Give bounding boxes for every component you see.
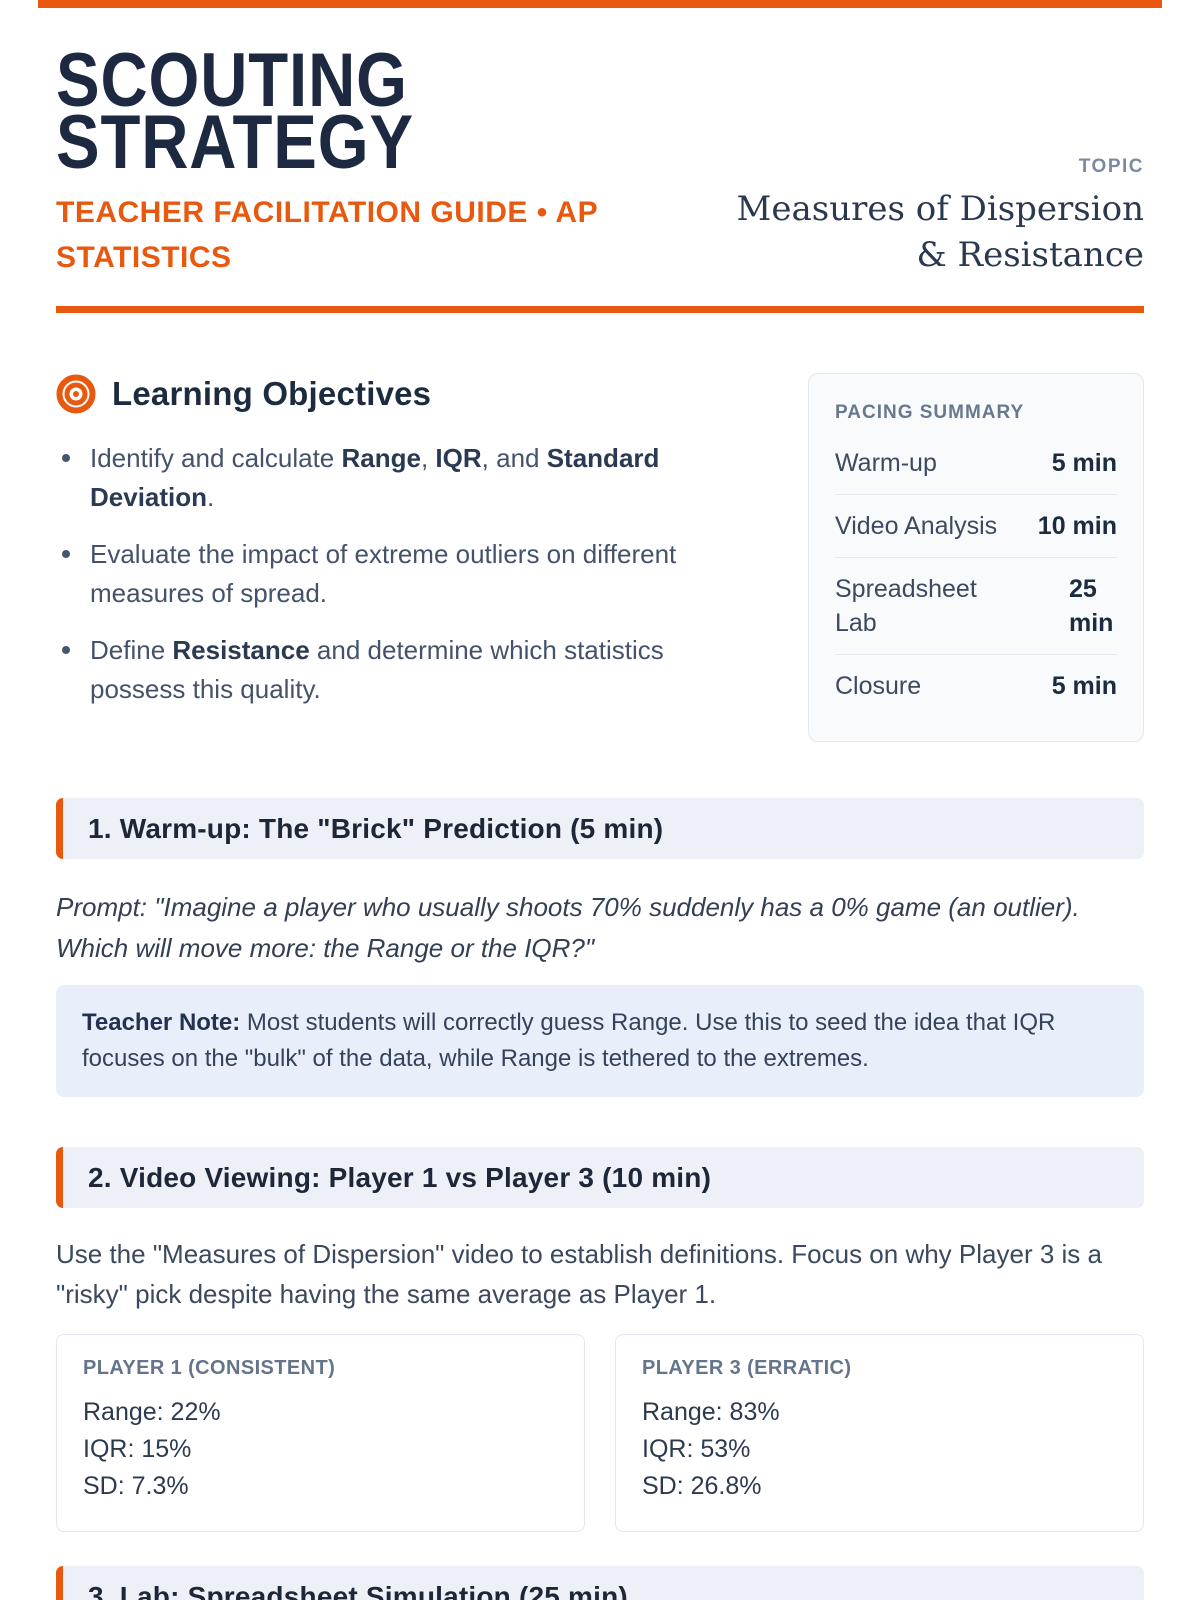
pacing-summary-card: PACING SUMMARY Warm-up 5 min Video Analy…	[808, 373, 1144, 742]
player-card-stats: Range: 22% IQR: 15% SD: 7.3%	[83, 1394, 558, 1505]
section-heading-text: 1. Warm-up: The "Brick" Prediction (5 mi…	[88, 813, 664, 844]
pacing-value: 5 min	[1051, 672, 1117, 700]
topic-label: TOPIC	[1078, 156, 1144, 177]
bullet-dot	[62, 454, 70, 462]
teacher-note-box: Teacher Note: Most students will correct…	[56, 985, 1144, 1097]
pacing-value: 25 min	[1069, 575, 1114, 637]
pacing-summary-heading: PACING SUMMARY	[835, 402, 1025, 423]
top-accent-bar	[38, 0, 1162, 8]
pacing-label: Spreadsheet Lab	[835, 575, 977, 637]
video-intro: Use the "Measures of Dispersion" video t…	[56, 1239, 1102, 1309]
teacher-note-label: Teacher Note:	[82, 1009, 241, 1036]
section-heading-video: 2. Video Viewing: Player 1 vs Player 3 (…	[56, 1147, 1144, 1208]
pacing-row-video: Video Analysis 10 min	[835, 495, 1117, 558]
stat-iqr: IQR: 15%	[83, 1435, 192, 1463]
bullet-dot	[62, 550, 70, 558]
warmup-prompt: Prompt: "Imagine a player who usually sh…	[56, 892, 1080, 963]
objectives-heading: Learning Objectives	[112, 375, 432, 412]
pacing-label: Warm-up	[835, 449, 937, 477]
player-3-card: PLAYER 3 (ERRATIC) Range: 83% IQR: 53% S…	[615, 1334, 1144, 1532]
objectives-heading-row: Learning Objectives	[56, 373, 754, 415]
pacing-row-closure: Closure 5 min	[835, 655, 1117, 717]
objective-text: Define Resistance and determine which st…	[90, 635, 664, 704]
page-content: SCOUTING STRATEGY TEACHER FACILITATION G…	[38, 8, 1162, 1600]
objective-item: Evaluate the impact of extreme outliers …	[56, 535, 754, 613]
section-heading-warmup: 1. Warm-up: The "Brick" Prediction (5 mi…	[56, 798, 1144, 859]
header-rule	[56, 306, 1144, 313]
section-heading-text: 2. Video Viewing: Player 1 vs Player 3 (…	[88, 1162, 712, 1193]
player-card-title: PLAYER 3 (ERRATIC)	[642, 1357, 852, 1379]
player-1-card: PLAYER 1 (CONSISTENT) Range: 22% IQR: 15…	[56, 1334, 585, 1532]
pacing-value: 5 min	[1051, 449, 1117, 477]
document-page: SCOUTING STRATEGY TEACHER FACILITATION G…	[38, 0, 1162, 1600]
teacher-note-text: Most students will correctly guess Range…	[82, 1009, 1056, 1072]
stat-sd: SD: 26.8%	[642, 1472, 762, 1500]
stat-range: Range: 83%	[642, 1398, 780, 1426]
pacing-label: Video Analysis	[835, 512, 998, 540]
pacing-value: 10 min	[1037, 512, 1117, 540]
page-subtitle: TEACHER FACILITATION GUIDE • AP STATISTI…	[56, 196, 598, 274]
page-title: SCOUTING STRATEGY	[56, 38, 414, 185]
objective-item: Identify and calculate Range, IQR, and S…	[56, 439, 754, 517]
learning-objectives-section: Learning Objectives Identify and calcula…	[56, 373, 754, 742]
objectives-list: Identify and calculate Range, IQR, and S…	[56, 439, 754, 709]
target-icon	[56, 374, 96, 414]
topic-block: TOPIC Measures of Dispersion & Resistanc…	[704, 156, 1144, 280]
stat-sd: SD: 7.3%	[83, 1472, 189, 1500]
bullet-dot	[62, 646, 70, 654]
topic-value: Measures of Dispersion & Resistance	[736, 189, 1144, 275]
pacing-label: Closure	[835, 672, 922, 700]
pacing-row-lab: Spreadsheet Lab 25 min	[835, 558, 1117, 655]
objective-item: Define Resistance and determine which st…	[56, 631, 754, 709]
stat-range: Range: 22%	[83, 1398, 221, 1426]
player-cards-row: PLAYER 1 (CONSISTENT) Range: 22% IQR: 15…	[56, 1334, 1144, 1532]
objectives-and-pacing: Learning Objectives Identify and calcula…	[56, 373, 1144, 742]
player-card-title: PLAYER 1 (CONSISTENT)	[83, 1357, 336, 1379]
header-left: SCOUTING STRATEGY TEACHER FACILITATION G…	[56, 8, 676, 280]
objective-text: Identify and calculate Range, IQR, and S…	[90, 443, 660, 512]
section-heading-text: 3. Lab: Spreadsheet Simulation (25 min)	[88, 1581, 628, 1600]
stat-iqr: IQR: 53%	[642, 1435, 751, 1463]
player-card-stats: Range: 83% IQR: 53% SD: 26.8%	[642, 1394, 1117, 1505]
header: SCOUTING STRATEGY TEACHER FACILITATION G…	[56, 8, 1144, 280]
pacing-row-warmup: Warm-up 5 min	[835, 432, 1117, 495]
objective-text: Evaluate the impact of extreme outliers …	[90, 539, 677, 608]
section-heading-lab: 3. Lab: Spreadsheet Simulation (25 min)	[56, 1566, 1144, 1600]
